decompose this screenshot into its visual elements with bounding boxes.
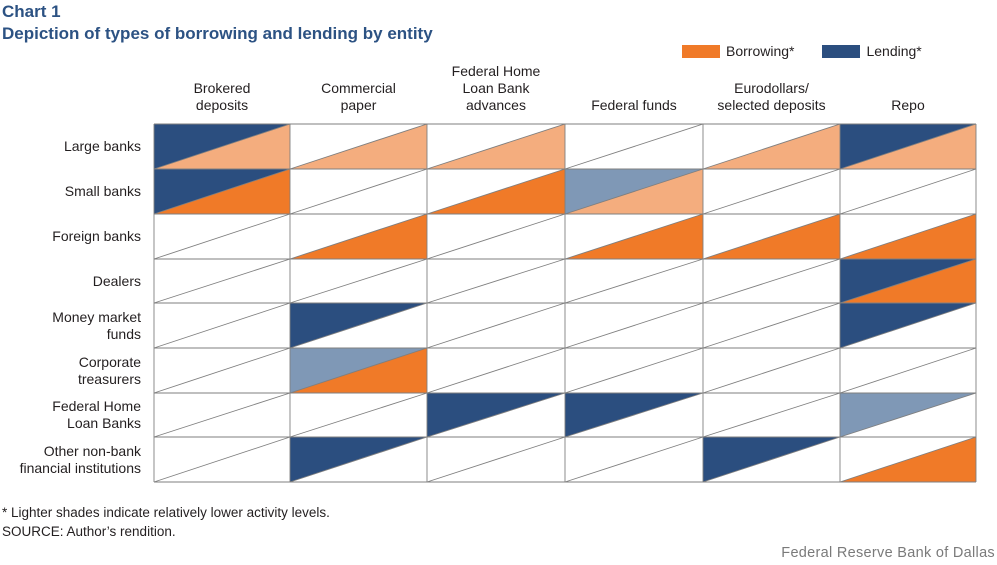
row-label-other-non-bank-financial-institutions: Other non-bank financial institutions xyxy=(0,437,141,482)
legend-swatch-borrowing xyxy=(682,44,720,58)
cell-3-3-diagonal xyxy=(564,258,704,304)
row-label-large-banks: Large banks xyxy=(0,124,141,169)
cell-2-5-diagonal xyxy=(839,213,977,260)
column-header-line: selected deposits xyxy=(717,97,826,113)
row-label-small-banks: Small banks xyxy=(0,169,141,214)
cell-0-5-diagonal xyxy=(839,123,977,170)
cell-4-0-diagonal xyxy=(153,302,291,349)
row-label-line: Large banks xyxy=(63,138,141,154)
cell-0-2-diagonal xyxy=(426,123,566,170)
cell-5-3-diagonal xyxy=(564,347,704,394)
cell-3-1-diagonal xyxy=(289,258,428,304)
row-label-line: Loan Banks xyxy=(67,415,141,431)
cell-2-1-diagonal xyxy=(289,213,428,260)
cell-5-1-diagonal xyxy=(289,347,428,394)
cell-3-0-diagonal xyxy=(153,258,291,304)
column-header-eurodollars-selected-deposits: Eurodollars/selected deposits xyxy=(703,62,840,114)
column-header-line: Federal funds xyxy=(591,97,677,113)
row-label-foreign-banks: Foreign banks xyxy=(0,214,141,259)
cell-4-5-diagonal xyxy=(839,302,977,349)
cell-4-4-diagonal xyxy=(702,302,841,349)
column-header-repo: Repo xyxy=(840,62,976,114)
cell-0-1-diagonal xyxy=(289,123,428,170)
column-header-line: Commercial xyxy=(321,80,396,96)
row-label-line: Small banks xyxy=(64,183,141,199)
cell-1-4-diagonal xyxy=(702,168,841,215)
cell-6-1-diagonal xyxy=(289,392,428,438)
cell-0-3-diagonal xyxy=(564,123,704,170)
column-header-line: Eurodollars/ xyxy=(734,80,809,96)
legend-label-borrowing: Borrowing* xyxy=(726,43,795,59)
legend: Borrowing* Lending* xyxy=(682,43,950,59)
cell-6-3-diagonal xyxy=(564,392,704,438)
cell-5-4-diagonal xyxy=(702,347,841,394)
cell-1-3-diagonal xyxy=(564,168,704,215)
cell-5-0-diagonal xyxy=(153,347,291,394)
row-label-corporate-treasurers: Corporate treasurers xyxy=(0,348,141,393)
cell-3-2-diagonal xyxy=(426,258,566,304)
cell-1-5-diagonal xyxy=(839,168,977,215)
column-header-line: Federal Home xyxy=(451,63,541,79)
cell-4-1-diagonal xyxy=(289,302,428,349)
cell-2-4-diagonal xyxy=(702,213,841,260)
cell-5-5-diagonal xyxy=(839,347,977,394)
footnote: * Lighter shades indicate relatively low… xyxy=(2,505,330,520)
cell-7-5-diagonal xyxy=(839,436,977,483)
column-header-line: advances xyxy=(466,97,526,113)
cell-6-5-diagonal xyxy=(839,392,977,438)
cell-1-2-diagonal xyxy=(426,168,566,215)
row-label-line: Dealers xyxy=(92,272,141,289)
cell-7-4-diagonal xyxy=(702,436,841,483)
cell-6-2-diagonal xyxy=(426,392,566,438)
row-label-line: Corporate xyxy=(78,353,141,370)
row-label-money-market-funds: Money market funds xyxy=(0,303,141,348)
legend-item-borrowing: Borrowing* xyxy=(682,43,794,59)
column-header-line: Loan Bank xyxy=(462,80,530,96)
column-header-commercial-paper: Commercial paper xyxy=(290,62,427,114)
row-label-federal-home-loan-banks: Federal Home Loan Banks xyxy=(0,393,141,437)
column-header-line: deposits xyxy=(195,97,249,113)
row-label-line: financial institutions xyxy=(19,459,141,476)
cell-7-0-diagonal xyxy=(153,436,291,483)
cell-1-1-diagonal xyxy=(289,168,428,215)
cell-2-2-diagonal xyxy=(426,213,566,260)
credit: Federal Reserve Bank of Dallas xyxy=(781,545,995,561)
cell-7-3-diagonal xyxy=(564,436,704,483)
row-label-line: Federal Home xyxy=(52,398,141,414)
cell-0-0-diagonal xyxy=(153,123,291,170)
row-label-line: Other non-bank xyxy=(43,442,141,459)
cell-2-3-diagonal xyxy=(564,213,704,260)
cell-7-1-diagonal xyxy=(289,436,428,483)
cell-3-4-diagonal xyxy=(702,258,841,304)
cell-2-0-diagonal xyxy=(153,213,291,260)
cell-1-0-diagonal xyxy=(153,168,291,215)
cell-4-3-diagonal xyxy=(564,302,704,349)
cell-6-4-diagonal xyxy=(702,392,841,438)
source-note: SOURCE: Author’s rendition. xyxy=(2,524,176,539)
column-header-federal-funds: Federal funds xyxy=(565,62,703,114)
legend-swatch-lending xyxy=(822,44,861,58)
row-label-line: treasurers xyxy=(77,370,141,387)
cell-7-2-diagonal xyxy=(426,436,566,483)
chart-title: Depiction of types of borrowing and lend… xyxy=(2,24,433,43)
column-header-line: paper xyxy=(340,97,377,113)
column-header-line: Brokered xyxy=(193,80,251,96)
legend-label-lending: Lending* xyxy=(866,43,922,59)
legend-item-lending: Lending* xyxy=(822,43,922,59)
row-label-dealers: Dealers xyxy=(0,259,141,303)
column-header-brokered-deposits: Brokered deposits xyxy=(154,62,290,114)
cell-6-0-diagonal xyxy=(153,392,291,438)
cell-5-2-diagonal xyxy=(426,347,566,394)
cell-0-4-diagonal xyxy=(702,123,841,170)
chart-label: Chart 1 xyxy=(2,2,61,21)
column-header-line: Repo xyxy=(891,97,925,113)
row-label-line: Money market xyxy=(52,308,141,325)
row-label-line: Foreign banks xyxy=(52,228,141,244)
cell-4-2-diagonal xyxy=(426,302,566,349)
row-label-line: funds xyxy=(106,325,141,342)
cell-3-5-diagonal xyxy=(839,258,977,304)
column-header-federal-home-loan-bank-advances: Federal Home Loan Bank advances xyxy=(427,62,565,114)
